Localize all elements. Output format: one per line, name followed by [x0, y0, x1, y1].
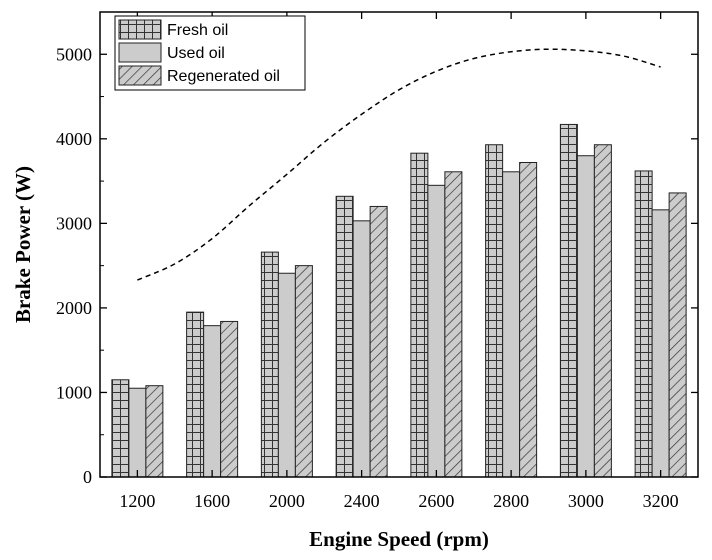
- bar-fresh-oil-3000: [559, 123, 578, 478]
- bars-layer: [111, 123, 687, 478]
- bar-regenerated-oil-2400: [369, 205, 388, 478]
- legend-item-used-oil: Used oil: [118, 42, 225, 63]
- x-axis: 1200 1600 2000 2400 2600 2800 3000 3200: [119, 12, 679, 511]
- x-tick-label: 2800: [493, 491, 529, 511]
- y-axis: 0 1000 2000 3000 4000 5000: [56, 44, 698, 487]
- y-axis-title: Brake Power (W): [11, 166, 35, 323]
- bar-used-oil-1600: [203, 325, 222, 478]
- x-tick-label: 2400: [344, 491, 380, 511]
- y-tick-label: 5000: [56, 44, 92, 64]
- bar-regenerated-oil-2800: [519, 161, 538, 478]
- x-tick-label: 1200: [119, 491, 155, 511]
- legend-item-regenerated-oil: Regenerated oil: [118, 65, 280, 86]
- x-tick-label: 2600: [418, 491, 454, 511]
- bar-regenerated-oil-3200: [668, 192, 687, 478]
- x-tick-label: 3000: [568, 491, 604, 511]
- legend-label-regenerated-oil: Regenerated oil: [167, 68, 280, 85]
- bar-fresh-oil-2000: [260, 251, 279, 478]
- bar-fresh-oil-3200: [634, 170, 653, 478]
- bar-used-oil-2600: [427, 184, 446, 478]
- bar-used-oil-3200: [651, 209, 670, 478]
- bar-fresh-oil-2600: [410, 152, 429, 478]
- plot-frame: [99, 11, 699, 478]
- x-tick-label: 2000: [269, 491, 305, 511]
- legend: Fresh oil Used oil Regenerated oil: [114, 15, 306, 91]
- bar-used-oil-2800: [502, 171, 521, 478]
- legend-swatch-regenerated-oil: [118, 65, 162, 86]
- bar-regenerated-oil-1200: [145, 385, 164, 478]
- y-tick-label: 0: [83, 467, 92, 487]
- bar-regenerated-oil-1600: [220, 320, 239, 478]
- legend-label-used-oil: Used oil: [167, 45, 225, 62]
- legend-label-fresh-oil: Fresh oil: [167, 22, 228, 39]
- y-tick-label: 1000: [56, 382, 92, 402]
- bar-used-oil-1200: [128, 387, 147, 478]
- y-tick-label: 2000: [56, 298, 92, 318]
- x-tick-label: 3200: [643, 491, 679, 511]
- legend-swatch-used-oil: [118, 42, 162, 63]
- x-tick-label: 1600: [194, 491, 230, 511]
- bar-fresh-oil-1600: [186, 311, 205, 478]
- x-axis-title: Engine Speed (rpm): [309, 527, 489, 551]
- bar-fresh-oil-2400: [335, 195, 354, 478]
- bar-fresh-oil-1200: [111, 379, 130, 478]
- y-tick-label: 4000: [56, 129, 92, 149]
- bar-used-oil-3000: [576, 155, 595, 478]
- bar-regenerated-oil-2000: [294, 265, 313, 478]
- legend-item-fresh-oil: Fresh oil: [118, 19, 228, 40]
- bar-used-oil-2000: [277, 272, 296, 478]
- bar-regenerated-oil-2600: [444, 171, 463, 478]
- bar-fresh-oil-2800: [485, 144, 504, 478]
- y-tick-label: 3000: [56, 213, 92, 233]
- legend-swatch-fresh-oil: [118, 19, 162, 40]
- bar-used-oil-2400: [352, 220, 371, 478]
- trend-line: [137, 48, 661, 281]
- trend-layer: [137, 48, 661, 281]
- bar-regenerated-oil-3000: [593, 144, 612, 478]
